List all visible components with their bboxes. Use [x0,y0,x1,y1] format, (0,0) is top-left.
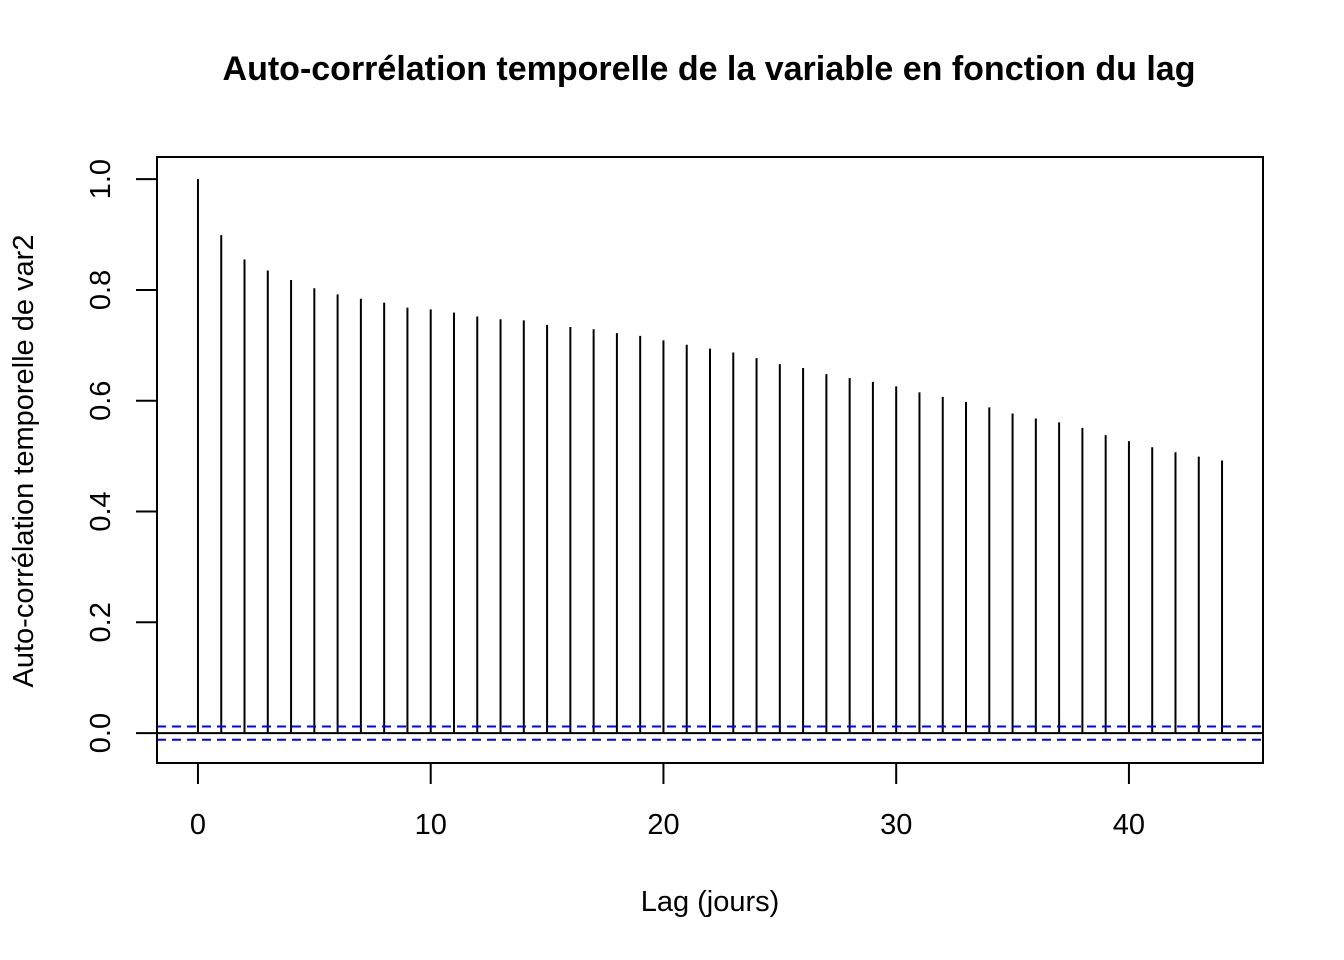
x-tick-label: 40 [1113,809,1145,841]
x-tick-label: 20 [647,809,679,841]
x-axis: 0 10 20 30 40 [190,762,1145,841]
x-tick-label: 30 [880,809,912,841]
y-tick-label: 0.8 [85,270,117,310]
x-tick-label: 0 [190,809,206,841]
y-tick-label: 0.2 [85,602,117,642]
y-tick-label: 1.0 [85,159,117,199]
x-axis-label: Lag (jours) [641,886,780,918]
y-tick-label: 0.6 [85,381,117,421]
chart-title: Auto-corrélation temporelle de la variab… [223,50,1196,88]
y-axis-label: Auto-corrélation temporelle de var2 [8,235,40,688]
y-tick-label: 0.0 [85,713,117,753]
y-tick-label: 0.4 [85,491,117,531]
plot-area [157,179,1263,741]
y-axis: 0.0 0.2 0.4 0.6 0.8 1.0 [85,159,158,753]
x-tick-label: 10 [415,809,447,841]
